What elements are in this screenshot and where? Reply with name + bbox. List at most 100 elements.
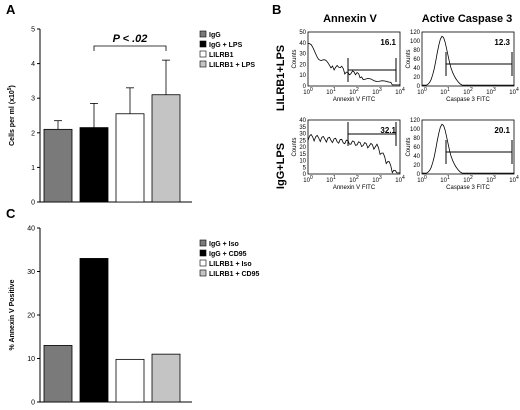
histogram-y-tick-3: 20 — [299, 145, 306, 151]
histogram-x-tick-1: 103 — [372, 87, 382, 96]
histogram-x-tick-3: 104 — [395, 175, 405, 184]
panel-c-legend-label-1: IgG + Iso — [209, 241, 239, 248]
histogram-y-tick-1: 30 — [299, 52, 306, 58]
histogram-trace-3 — [307, 133, 400, 174]
panel-c-y-tick-label: 30 — [27, 269, 35, 276]
histogram-x-tick-2: 102 — [463, 87, 473, 96]
gate-value-3: 32.1 — [380, 126, 396, 135]
histogram-x-tick-2: 101 — [440, 87, 450, 96]
histogram-y-label-3: Counts — [292, 137, 298, 156]
histogram-frame-2 — [421, 31, 515, 87]
panel-c-y-tick-label: 0 — [31, 400, 35, 407]
significance-bracket — [93, 45, 167, 51]
panel-a-legend-swatch-4 — [199, 60, 207, 68]
panel-a-y-tick-label: 4 — [31, 61, 35, 68]
panel-a-bar-2 — [79, 127, 109, 203]
histogram-y-tick-4: 0 — [417, 172, 421, 178]
significance-label: P < .02 — [113, 33, 148, 45]
panel-a-bar-1 — [43, 128, 73, 203]
histogram-x-label-3: Annexin V FITC — [333, 185, 376, 191]
panel-a-legend-label-4: LILRB1 + LPS — [209, 62, 255, 69]
histogram-y-tick-1: 10 — [299, 73, 306, 79]
gate-value-1: 16.1 — [380, 38, 396, 47]
panel-a-y-tick-label: 1 — [31, 165, 35, 172]
histogram-frame-3 — [307, 119, 401, 175]
panel-a-bar-3 — [115, 113, 145, 203]
panel-c-bar-3 — [115, 358, 145, 403]
panel-c-legend-label-2: IgG + CD95 — [209, 251, 247, 258]
histogram-x-tick-1: 102 — [349, 87, 359, 96]
panel-c-y-tick-label: 20 — [27, 313, 35, 320]
histogram-y-tick-3: 10 — [299, 159, 306, 165]
gate-value-4: 20.1 — [494, 126, 510, 135]
histogram-y-tick-2: 80 — [413, 48, 420, 54]
histogram-y-tick-4: 60 — [413, 145, 420, 151]
histogram-y-tick-1: 0 — [303, 84, 307, 90]
histogram-y-label-1: Counts — [292, 49, 298, 68]
histogram-y-tick-4: 100 — [410, 127, 421, 133]
panel-c-legend-swatch-3 — [199, 259, 207, 267]
histogram-y-tick-2: 0 — [417, 84, 421, 90]
histogram-x-tick-3: 103 — [372, 175, 382, 184]
panel-a-chart: 0 1 2 3 4 5 Cells per ml (x105) IgG IgG + LPS LIL… — [7, 27, 255, 207]
histogram-y-tick-4: 40 — [413, 154, 420, 160]
row-header-2: IgG+LPS — [275, 143, 287, 189]
histogram-y-tick-4: 20 — [413, 163, 420, 169]
histogram-frame-1 — [307, 31, 401, 87]
panel-a-y-tick-label: 3 — [31, 96, 35, 103]
panel-a-y-axis-title: Cells per ml (x105) — [7, 85, 16, 146]
histogram-trace-1 — [307, 42, 400, 86]
histogram-y-tick-2: 60 — [413, 57, 420, 63]
histogram-y-tick-3: 30 — [299, 132, 306, 138]
panel-c-y-tick-label: 40 — [27, 226, 35, 233]
panel-letter-b: B — [272, 2, 281, 17]
panel-a-bar-4 — [151, 94, 181, 203]
histogram-x-tick-4: 104 — [509, 175, 519, 184]
histogram-x-tick-4: 103 — [486, 175, 496, 184]
histogram-y-tick-3: 15 — [299, 152, 306, 158]
histogram-x-tick-1: 100 — [303, 87, 313, 96]
panel-c-y-axis-title: % Annexin V Positive — [9, 279, 16, 350]
panel-a-y-tick-label: 2 — [31, 130, 35, 137]
histogram-x-tick-4: 102 — [463, 175, 473, 184]
panel-a-legend-swatch-1 — [199, 30, 207, 38]
panel-c-bar-1 — [43, 345, 73, 403]
histogram-y-tick-3: 25 — [299, 138, 306, 144]
histogram-x-label-2: Caspase 3 FITC — [446, 97, 490, 103]
histogram-x-tick-4: 100 — [417, 175, 427, 184]
histogram-y-tick-3: 35 — [299, 125, 306, 131]
panel-c-y-tick-label: 10 — [27, 356, 35, 363]
histogram-trace-2 — [422, 35, 514, 86]
panel-c-legend-label-4: LILRB1 + CD95 — [209, 271, 259, 278]
panel-c-bar-4 — [151, 353, 181, 403]
histogram-x-tick-2: 103 — [486, 87, 496, 96]
histogram-y-tick-2: 100 — [410, 39, 421, 45]
panel-letter-a: A — [6, 2, 16, 17]
histogram-y-tick-1: 20 — [299, 62, 306, 68]
panel-a-y-tick-label: 0 — [31, 200, 35, 207]
panel-c-chart: 0 10 20 30 40 % Annexin V Positive IgG + Iso Ig… — [9, 226, 259, 407]
panel-a-y-tick-label: 5 — [31, 27, 35, 34]
histogram-y-label-4: Counts — [406, 137, 412, 156]
histogram-y-tick-3: 40 — [299, 118, 306, 124]
histogram-y-tick-1: 50 — [299, 30, 306, 36]
panel-c-legend-label-3: LILRB1 + Iso — [209, 261, 252, 268]
histogram-frame-4 — [421, 119, 515, 175]
panel-a-legend-swatch-2 — [199, 40, 207, 48]
histogram-y-tick-2: 20 — [413, 75, 420, 81]
histogram-y-tick-3: 0 — [303, 172, 307, 178]
histogram-x-tick-3: 100 — [303, 175, 313, 184]
panel-c-legend-swatch-1 — [199, 239, 207, 247]
panel-a-legend-label-2: IgG + LPS — [209, 42, 243, 49]
histogram-x-tick-1: 104 — [395, 87, 405, 96]
histogram-x-label-1: Annexin V FITC — [333, 97, 376, 103]
column-header-1: Annexin V — [323, 13, 377, 25]
histogram-x-tick-1: 101 — [326, 87, 336, 96]
histogram-x-label-4: Caspase 3 FITC — [446, 185, 490, 191]
histogram-x-tick-3: 102 — [349, 175, 359, 184]
histogram-y-tick-3: 5 — [303, 165, 307, 171]
histogram-y-tick-1: 40 — [299, 41, 306, 47]
panel-c-legend-swatch-2 — [199, 249, 207, 257]
panel-c-legend-swatch-4 — [199, 269, 207, 277]
